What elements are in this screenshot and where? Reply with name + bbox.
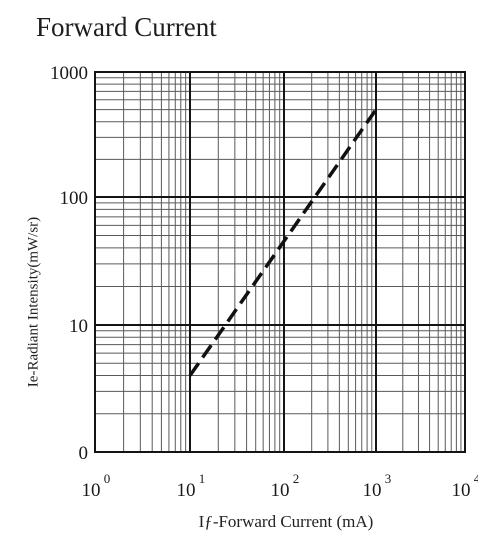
plot-frame <box>94 71 466 453</box>
x-tick-label: 101 <box>177 471 206 501</box>
x-tick-exponent: 3 <box>385 471 392 486</box>
grid-lines <box>94 71 466 453</box>
x-tick-exponent: 4 <box>474 471 478 486</box>
x-tick-exponent: 1 <box>199 471 206 486</box>
y-tick-label: 10 <box>69 316 88 337</box>
x-tick-label: 104 <box>452 471 478 501</box>
x-tick-exponent: 2 <box>293 471 300 486</box>
y-tick-label: 1000 <box>50 63 88 84</box>
x-tick-base: 10 <box>363 480 382 501</box>
x-tick-base: 10 <box>271 480 290 501</box>
x-axis-label: Iƒ-Forward Current (mA) <box>198 512 374 531</box>
x-tick-exponent: 0 <box>104 471 111 486</box>
x-tick-label: 100 <box>82 471 111 501</box>
x-tick-base: 10 <box>177 480 196 501</box>
x-tick-label: 102 <box>271 471 300 501</box>
series-line <box>188 108 378 377</box>
chart-title: Forward Current <box>36 12 217 42</box>
series-lines <box>188 108 378 377</box>
y-tick-label: 0 <box>79 443 89 464</box>
x-tick-label: 103 <box>363 471 392 501</box>
y-tick-label: 100 <box>60 188 89 209</box>
y-axis-label: Ie-Radiant Intensity(mW/sr) <box>25 216 42 388</box>
x-tick-base: 10 <box>452 480 471 501</box>
x-tick-base: 10 <box>82 480 101 501</box>
